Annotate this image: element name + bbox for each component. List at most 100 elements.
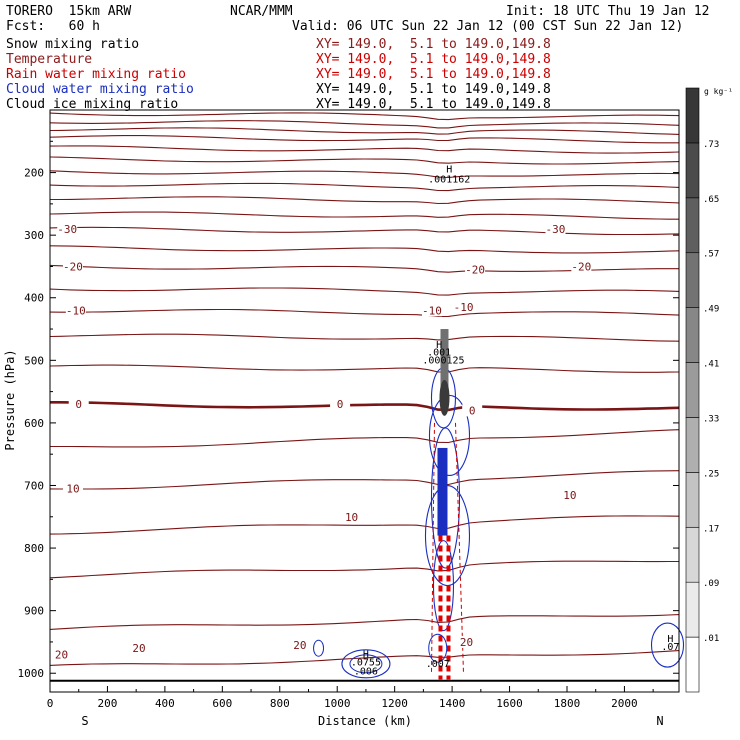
temperature-label-bg — [421, 304, 442, 317]
extremum-annotation: .07 — [661, 642, 679, 653]
extremum-annotation: H — [363, 650, 369, 661]
temperature-label: -10 — [66, 304, 86, 317]
x-tick-label: 1400 — [439, 697, 466, 710]
colorbar-level-label: .01 — [703, 634, 719, 644]
temperature-label: -30 — [546, 223, 566, 236]
temperature-label-bg — [559, 488, 580, 501]
field-temperature-label: Temperature — [6, 52, 93, 67]
temperature-contour — [49, 308, 680, 318]
temperature-contour — [49, 364, 680, 373]
colorbar-bin — [685, 197, 700, 254]
colorbar-level-label: .49 — [703, 305, 719, 315]
y-tick-label: 200 — [24, 167, 44, 180]
field-rain-label: Rain water mixing ratio — [6, 67, 187, 82]
temperature-label-bg — [51, 648, 72, 661]
x-tick-label: 600 — [212, 697, 232, 710]
temperature-label-bg — [57, 222, 78, 235]
temperature-label-bg — [465, 263, 486, 276]
y-tick-label: 700 — [24, 479, 44, 492]
temperature-label: 0 — [469, 404, 476, 417]
temperature-contour — [49, 112, 680, 121]
y-tick-label: 500 — [24, 354, 44, 367]
y-tick-label: 600 — [24, 417, 44, 430]
extremum-annotation: .001162 — [428, 175, 470, 186]
temperature-label: -10 — [422, 304, 442, 317]
colorbar-bin — [685, 87, 700, 144]
y-axis-title: Pressure (hPa) — [3, 349, 17, 450]
temperature-label-bg — [453, 301, 474, 314]
forecast-hour: Fcst: 60 h — [6, 19, 100, 34]
valid-time: Valid: 06 UTC Sun 22 Jan 12 (00 CST Sun … — [292, 19, 684, 34]
colorbar-level-label: .17 — [703, 524, 719, 534]
cloud-water-contour — [313, 639, 325, 657]
temperature-label-bg — [129, 642, 150, 655]
extremum-annotation: .0755 — [351, 658, 381, 669]
temperature-label-bg — [289, 639, 310, 652]
extremum-annotation: .000125 — [422, 355, 464, 366]
temperature-label-bg — [62, 260, 83, 273]
temperature-contour — [49, 145, 680, 154]
extremum-annotation: H — [446, 165, 452, 176]
temperature-contour — [50, 196, 680, 205]
cloud-water-contour — [349, 654, 383, 674]
temperature-contour — [49, 650, 680, 666]
temperature-contour — [49, 170, 680, 179]
x-tick-label: 2000 — [611, 697, 638, 710]
x-tick-label: 1600 — [496, 697, 523, 710]
x-tick-label: 400 — [155, 697, 175, 710]
org-label: NCAR/MMM — [230, 4, 293, 19]
colorbar-bin — [685, 526, 700, 583]
field-rain-xy: XY= 149.0, 5.1 to 149.0,149.8 — [316, 67, 551, 82]
field-cloudwater-xy: XY= 149.0, 5.1 to 149.0,149.8 — [316, 82, 551, 97]
extremum-annotation: .006 — [354, 666, 378, 677]
extremum-annotation: .001 — [427, 347, 451, 358]
colorbar-bin — [685, 307, 700, 363]
temperature-contour — [49, 182, 680, 192]
temperature-contour — [50, 401, 680, 412]
x-tick-label: 200 — [98, 697, 118, 710]
temperature-contour — [49, 515, 680, 535]
temperature-contour — [49, 287, 680, 296]
field-cloudice-label: Cloud ice mixing ratio — [6, 97, 179, 112]
x-tick-label: 1800 — [554, 697, 581, 710]
temperature-contour — [49, 614, 680, 630]
model-title: TORERO 15km ARW — [6, 4, 132, 19]
temperature-contour — [49, 120, 680, 129]
colorbar-level-label: .57 — [703, 250, 719, 260]
temperature-label-bg — [62, 482, 83, 495]
y-tick-label: 800 — [24, 542, 44, 555]
cloud-ice-column — [440, 329, 449, 411]
cloud-water-contour — [428, 633, 448, 663]
temperature-label: 20 — [55, 648, 68, 661]
temperature-label-bg — [330, 398, 351, 411]
colorbar-level-label: .73 — [703, 140, 719, 150]
x-tick-label: 1000 — [324, 697, 351, 710]
cloud-water-contour — [428, 394, 471, 476]
x-axis-title: Distance (km) — [318, 714, 412, 728]
colorbar-level-label: .09 — [703, 579, 719, 589]
temperature-label: -20 — [571, 260, 591, 273]
cloud-water-contour — [432, 540, 455, 632]
temperature-label: -10 — [454, 301, 474, 314]
temperature-contour — [49, 135, 679, 144]
field-temperature-xy: XY= 149.0, 5.1 to 149.0,149.8 — [316, 52, 551, 67]
cloud-water-contour — [430, 427, 461, 569]
temperature-label-bg — [341, 510, 362, 523]
rain-water-core — [438, 535, 451, 680]
extremum-annotation: H — [667, 634, 673, 645]
colorbar-bin — [685, 472, 700, 528]
temperature-label: 20 — [460, 636, 473, 649]
colorbar-bin — [685, 362, 700, 418]
extremum-annotation: .007 — [426, 659, 450, 670]
temperature-contour — [49, 156, 680, 165]
colorbar-level-label: .65 — [703, 195, 719, 205]
field-snow-label: Snow mixing ratio — [6, 37, 140, 52]
temperature-label: -20 — [465, 264, 485, 277]
temperature-label: 10 — [345, 511, 358, 524]
colorbar-bin — [685, 417, 700, 473]
temperature-contour — [50, 429, 680, 448]
colorbar-bin — [685, 636, 700, 693]
temperature-label: 0 — [75, 398, 82, 411]
temperature-contour — [49, 127, 680, 135]
